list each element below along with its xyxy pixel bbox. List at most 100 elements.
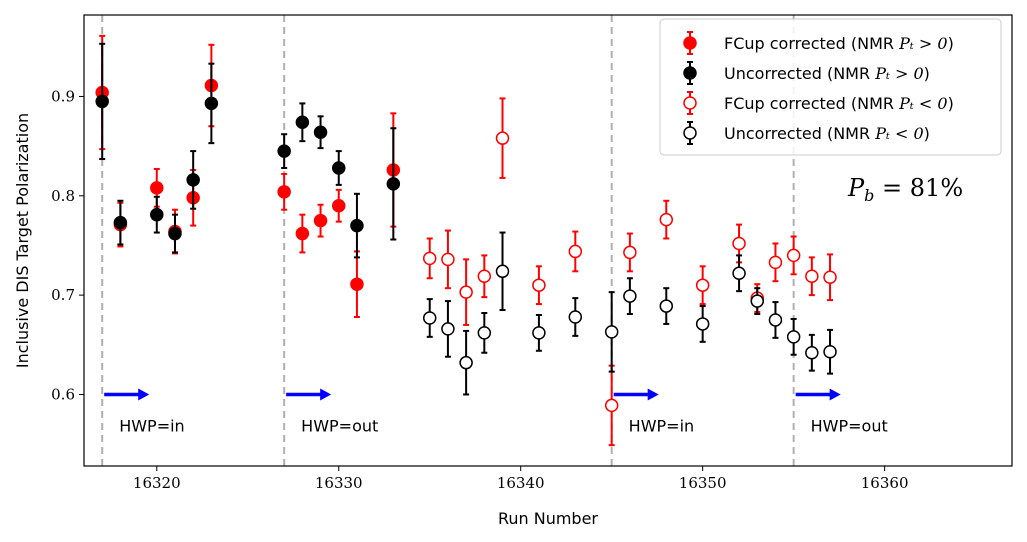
- marker: [277, 144, 291, 158]
- plot-frame: [83, 14, 1013, 467]
- y-axis-ticks: 0.6 0.7 0.8 0.9: [51, 87, 84, 403]
- marker: [459, 285, 473, 299]
- marker: [805, 346, 819, 360]
- data-point: [604, 364, 619, 447]
- data-point: [568, 230, 583, 273]
- data-point: [532, 314, 546, 352]
- data-point: [295, 102, 310, 143]
- pb-annotation-prefix: P: [847, 174, 865, 202]
- data-point: [695, 305, 710, 343]
- marker: [786, 330, 801, 344]
- marker: [313, 125, 328, 139]
- marker: [695, 278, 710, 292]
- data-point: [732, 254, 746, 293]
- data-point: [150, 195, 164, 234]
- data-point: [350, 192, 364, 259]
- marker: [732, 266, 746, 281]
- marker: [313, 213, 328, 228]
- marker: [95, 94, 109, 109]
- legend-marker: [683, 36, 697, 50]
- marker: [422, 251, 437, 266]
- beam-polarization-annotation: Pb = 81%: [847, 174, 963, 205]
- data-point: [786, 235, 801, 276]
- hwp-label: HWP=out: [301, 416, 378, 435]
- data-point: [659, 287, 674, 325]
- data-point: [477, 312, 492, 354]
- marker: [150, 207, 164, 222]
- data-point: [495, 231, 510, 312]
- marker: [441, 322, 455, 336]
- data-point: [386, 127, 401, 241]
- marker: [295, 226, 310, 241]
- x-axis-label: Run Number: [498, 509, 598, 528]
- pb-annotation-value: = 81%: [874, 174, 963, 202]
- x-tick-label: 16340: [497, 474, 545, 492]
- data-point: [277, 133, 291, 169]
- legend-box: [659, 18, 1002, 156]
- data-point: [350, 250, 364, 318]
- data-points: [95, 34, 837, 447]
- y-tick-label: 0.9: [51, 87, 75, 105]
- marker: [768, 255, 783, 270]
- data-point: [459, 329, 473, 396]
- marker: [477, 326, 492, 340]
- x-tick-label: 16330: [315, 474, 363, 492]
- data-point: [659, 199, 674, 240]
- marker: [331, 161, 346, 175]
- y-tick-label: 0.6: [51, 385, 75, 403]
- marker: [805, 269, 819, 284]
- legend-marker: [683, 126, 697, 140]
- marker: [732, 236, 746, 251]
- marker: [441, 252, 455, 267]
- legend-entry: FCup corrected (NMR Pₜ < 0): [683, 91, 954, 115]
- marker: [659, 299, 674, 313]
- data-point: [422, 237, 437, 280]
- data-point: [805, 333, 819, 372]
- data-point: [768, 242, 783, 283]
- data-point: [95, 42, 109, 161]
- data-point: [805, 256, 819, 297]
- data-point: [331, 188, 346, 223]
- legend-label: Uncorrected (NMR Pₜ > 0): [724, 64, 930, 83]
- hwp-arrows: HWP=in HWP=out HWP=in HWP=out: [104, 388, 888, 435]
- x-axis-ticks: 16320 16330 16340 16350 16360: [133, 466, 909, 492]
- marker: [495, 131, 510, 145]
- data-point: [768, 301, 783, 339]
- marker: [350, 218, 364, 233]
- data-point: [422, 298, 437, 338]
- legend: FCup corrected (NMR Pₜ > 0) Uncorrected (…: [659, 18, 1002, 156]
- data-point: [313, 203, 328, 238]
- marker: [168, 226, 182, 241]
- marker: [568, 244, 583, 259]
- marker: [623, 245, 637, 260]
- marker: [823, 345, 837, 359]
- marker: [459, 355, 473, 370]
- marker: [750, 294, 765, 308]
- marker: [823, 270, 837, 285]
- data-point: [532, 265, 546, 306]
- pb-annotation-subscript: b: [864, 186, 874, 205]
- hwp-label: HWP=in: [119, 416, 185, 435]
- data-point: [113, 199, 128, 246]
- data-point: [823, 328, 837, 375]
- data-point: [623, 277, 637, 316]
- legend-entry: Uncorrected (NMR Pₜ > 0): [683, 61, 930, 85]
- y-tick-label: 0.7: [51, 286, 75, 304]
- marker: [295, 115, 310, 130]
- hwp-arrow-head: [320, 388, 332, 401]
- x-tick-label: 16360: [861, 474, 909, 492]
- data-point: [441, 300, 455, 358]
- marker: [477, 269, 492, 284]
- hwp-arrow-head: [829, 388, 841, 401]
- marker: [350, 277, 364, 291]
- legend-entry: FCup corrected (NMR Pₜ > 0): [683, 31, 954, 55]
- marker: [786, 248, 801, 263]
- y-axis-label: Inclusive DIS Target Polarization: [13, 113, 32, 368]
- data-point: [477, 254, 492, 299]
- legend-marker: [683, 66, 697, 80]
- marker: [532, 278, 546, 292]
- x-tick-label: 16320: [133, 474, 181, 492]
- marker: [204, 96, 219, 111]
- marker: [386, 177, 401, 191]
